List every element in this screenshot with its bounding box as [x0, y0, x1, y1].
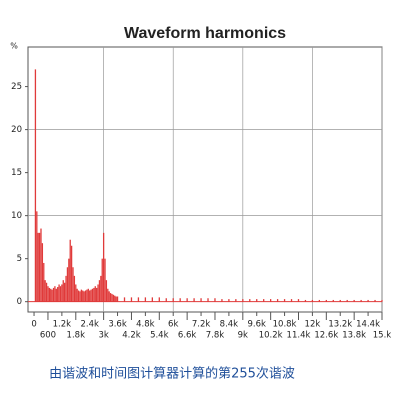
x-tick-label: 6k	[168, 320, 178, 330]
x-tick-label: 6.6k	[178, 331, 197, 341]
x-tick-label: 600	[40, 331, 56, 341]
x-tick-label: 11.4k	[287, 331, 311, 341]
y-tick-label: 10	[11, 211, 22, 221]
x-tick-label: 1.2k	[53, 320, 72, 330]
x-tick-label: 15.k	[373, 331, 392, 341]
x-tick-label: 13.8k	[342, 331, 366, 341]
x-tick-label: 3k	[98, 331, 108, 341]
x-tick-label: 5.4k	[150, 331, 169, 341]
x-tick-label: 14.4k	[356, 320, 380, 330]
x-tick-label: 1.8k	[67, 331, 86, 341]
x-tick-label: 4.8k	[136, 320, 155, 330]
x-tick-label: 13.2k	[328, 320, 352, 330]
x-tick-label: 12.6k	[314, 331, 338, 341]
caption: 由谐波和时间图计算器计算的第255次谐波	[49, 366, 295, 382]
x-tick-label: 4.2k	[122, 331, 141, 341]
y-tick-label: 25	[11, 82, 22, 92]
y-tick-label: 15	[11, 168, 22, 178]
y-tick-label: 0	[17, 297, 22, 307]
x-tick-label: 2.4k	[80, 320, 99, 330]
x-tick-label: 9.6k	[248, 320, 267, 330]
chart-title: Waveform harmonics	[124, 25, 286, 42]
x-tick-label: 10.2k	[259, 331, 283, 341]
x-tick-label: 12k	[305, 320, 321, 330]
x-tick-label: 9k	[238, 331, 248, 341]
y-axis-label: %	[10, 42, 18, 51]
x-tick-label: 10.8k	[273, 320, 297, 330]
y-tick-label: 20	[11, 125, 22, 135]
x-tick-label: 7.8k	[206, 331, 225, 341]
plot-area	[27, 46, 383, 313]
x-tick-label: 3.6k	[108, 320, 127, 330]
y-tick-label: 5	[17, 254, 22, 264]
x-tick-label: 7.2k	[192, 320, 211, 330]
x-tick-label: 8.4k	[220, 320, 239, 330]
x-tick-label: 0	[31, 320, 36, 330]
